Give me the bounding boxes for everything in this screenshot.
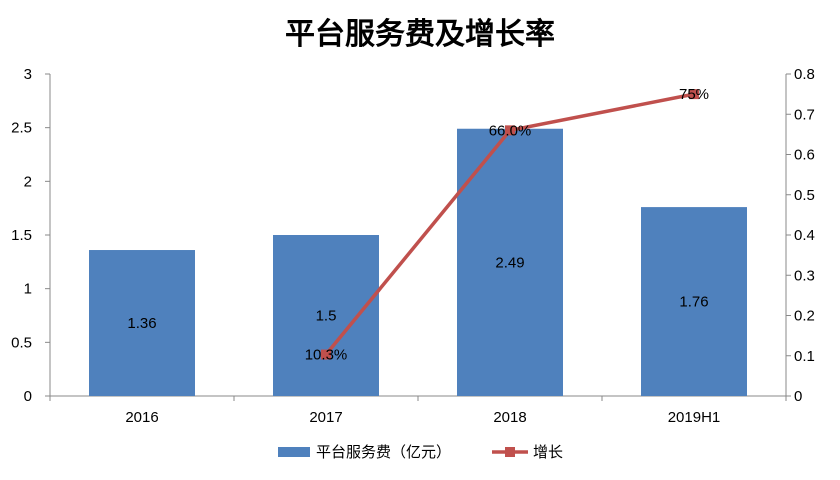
left-tick-label: 2 <box>24 173 32 190</box>
growth-marker <box>505 125 515 136</box>
x-tick-label: 2016 <box>125 409 158 426</box>
bar-value-label: 1.76 <box>679 294 708 311</box>
x-tick-label: 2017 <box>309 409 342 426</box>
bar-2019H1 <box>641 207 747 396</box>
left-tick-label: 0 <box>24 388 32 405</box>
legend-line-marker <box>505 447 515 457</box>
right-tick-label: 0.4 <box>794 227 815 244</box>
legend-bar-swatch <box>278 447 310 457</box>
bar-series: 1.36 1.5 2.49 1.76 <box>89 128 747 397</box>
left-tick-label: 0.5 <box>11 334 32 351</box>
right-tick-label: 0.5 <box>794 187 815 204</box>
x-tick-label: 2018 <box>493 409 526 426</box>
right-tick-label: 0.7 <box>794 106 815 123</box>
bar-2017 <box>273 235 379 396</box>
right-tick-label: 0.3 <box>794 267 815 284</box>
growth-value-label: 66.0% <box>489 122 532 139</box>
bar-2016 <box>89 250 195 396</box>
left-tick-label: 1 <box>24 281 32 298</box>
growth-marker <box>321 349 331 360</box>
legend-bar-label: 平台服务费（亿元） <box>316 443 451 461</box>
right-tick-label: 0.6 <box>794 147 815 164</box>
right-tick-label: 0.8 <box>794 66 815 83</box>
left-tick-label: 2.5 <box>11 120 32 137</box>
growth-marker <box>689 89 699 100</box>
line-series: 10.3% 66.0% 75% <box>305 86 709 363</box>
chart-title: 平台服务费及增长率 <box>285 17 555 52</box>
bar-value-label: 1.5 <box>316 308 337 325</box>
growth-value-label: 10.3% <box>305 347 348 364</box>
x-tick-label: 2019H1 <box>668 409 721 426</box>
legend-line-label: 增长 <box>533 443 563 461</box>
left-tick-label: 3 <box>24 66 32 83</box>
right-tick-label: 0 <box>794 388 802 405</box>
left-tick-label: 1.5 <box>11 227 32 244</box>
bar-value-label: 2.49 <box>495 254 524 271</box>
legend: 平台服务费（亿元） 增长 <box>278 443 563 461</box>
bar-value-label: 1.36 <box>127 315 156 332</box>
right-tick-label: 0.1 <box>794 348 815 365</box>
growth-value-label: 75% <box>679 86 709 103</box>
right-tick-label: 0.2 <box>794 308 815 325</box>
